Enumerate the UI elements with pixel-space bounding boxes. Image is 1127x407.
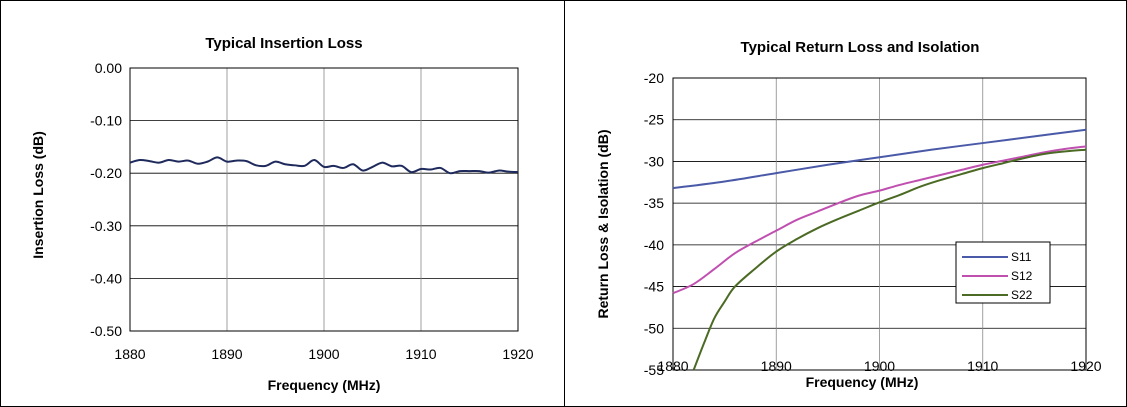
x-tick-label: 1890 [761,358,792,374]
y-axis-label: Insertion Loss (dB) [30,131,46,259]
series-line-s11 [672,128,1087,190]
series-line [129,156,519,175]
y-tick-label: -25 [644,112,664,128]
legend: S11 S12 S22 [955,241,1051,304]
x-tick-label: 1910 [405,346,436,362]
x-tick-label: 1890 [211,346,242,362]
y-tick-label: 0.00 [95,60,122,76]
x-axis-label: Frequency (MHz) [806,374,919,390]
x-tick-label: 1900 [864,358,895,374]
y-tick-label: -0.50 [90,323,122,339]
series-line-s22 [692,148,1087,371]
series-line-s12 [672,145,1087,295]
y-tick-label: -35 [644,195,664,211]
insertion-loss-chart: Typical Insertion Loss 0.00 -0.10 -0.20 -0.… [30,35,534,393]
x-tick-label: 1920 [502,346,533,362]
x-tick-label: 1880 [114,346,145,362]
x-tick-label: 1880 [657,358,688,374]
x-tick-label: 1920 [1070,358,1101,374]
plot-area [129,67,519,332]
chart-title: Typical Return Loss and Isolation [741,39,980,56]
x-axis-label: Frequency (MHz) [268,377,381,393]
y-tick-label: -30 [644,153,664,169]
legend-box [955,241,1051,304]
y-tick-label: -0.10 [90,113,122,129]
y-tick-label: -20 [644,70,664,86]
y-tick-label: -40 [644,237,664,253]
plot-area [672,77,1087,371]
y-tick-label: -50 [644,320,664,336]
y-tick-label: -0.20 [90,165,122,181]
legend-label: S12 [1011,269,1033,283]
y-tick-label: -45 [644,279,664,295]
legend-label: S11 [1011,250,1032,264]
left-panel-border [0,0,565,407]
y-tick-label: -55 [644,362,664,378]
y-tick-label: -0.30 [90,218,122,234]
y-tick-label: -0.40 [90,270,122,286]
x-tick-label: 1900 [308,346,339,362]
x-tick-label: 1910 [967,358,998,374]
return-loss-chart: Typical Return Loss and Isolation -20 -25… [595,39,1102,390]
chart-title: Typical Insertion Loss [205,35,362,52]
legend-label: S22 [1011,288,1033,302]
y-axis-label: Return Loss & Isolation (dB) [595,130,611,319]
